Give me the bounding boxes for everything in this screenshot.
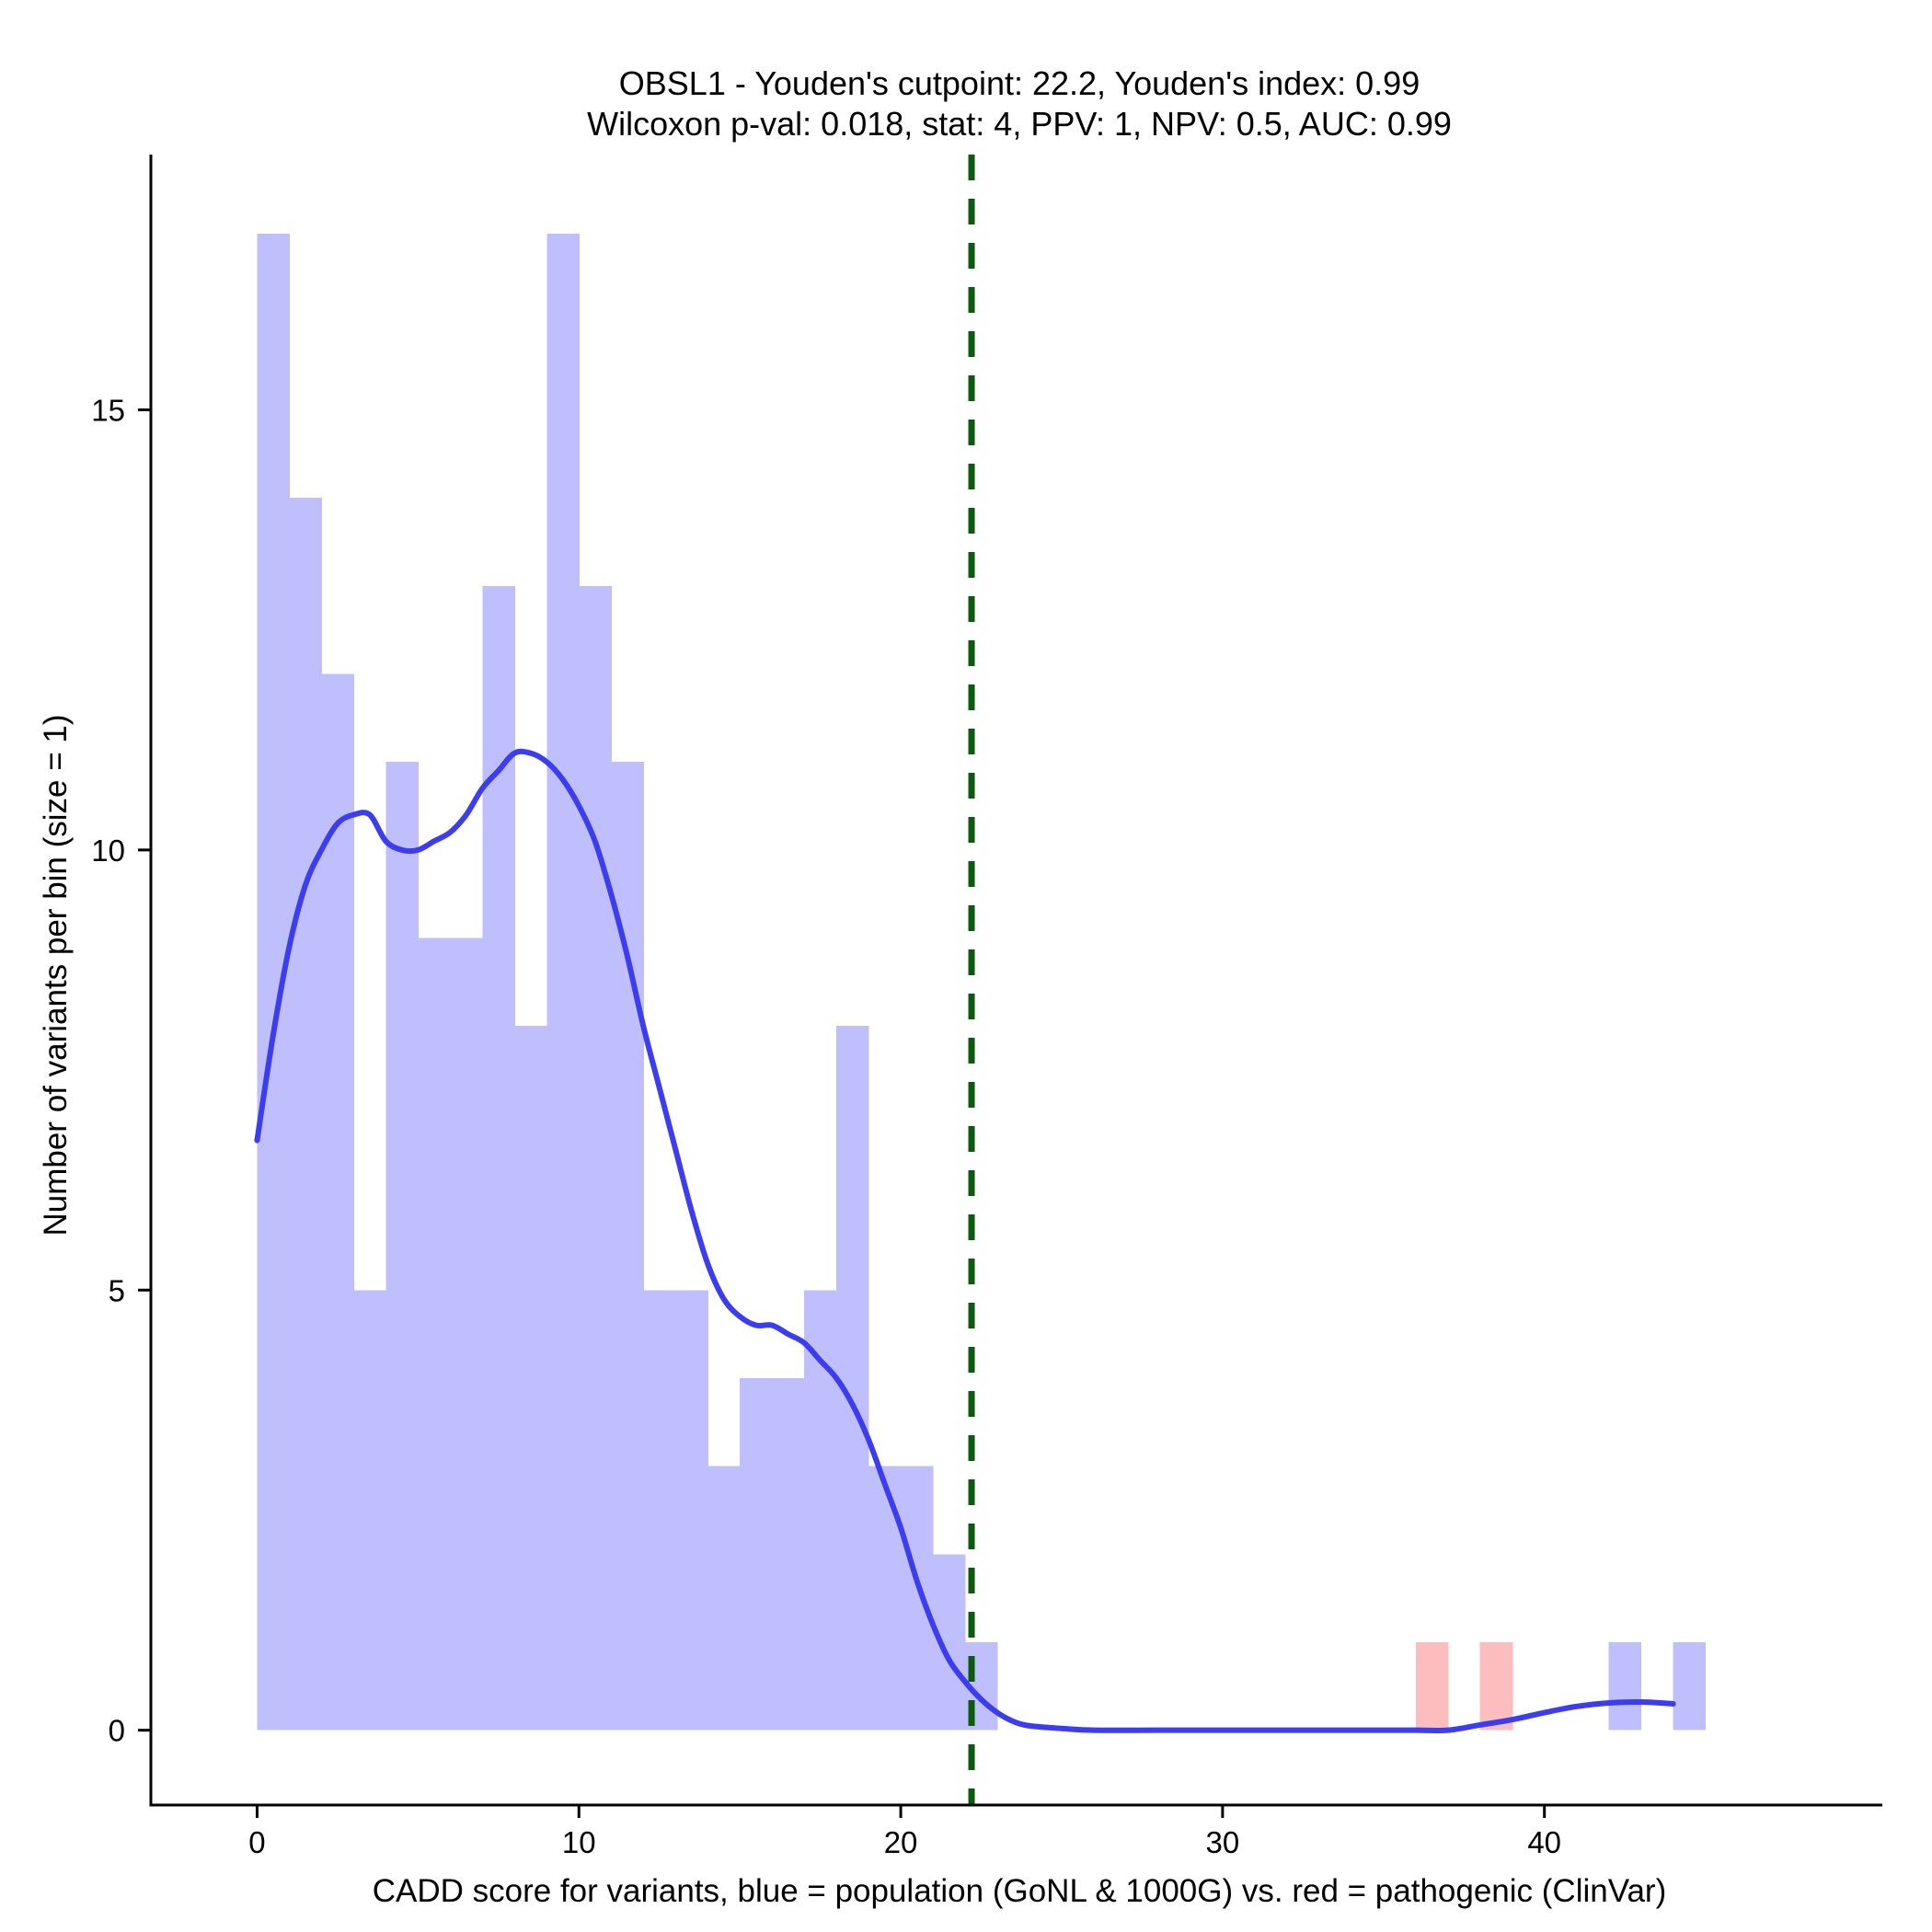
histogram-bars <box>257 234 1707 1731</box>
population-bar-20 <box>901 1466 934 1731</box>
population-bar-42 <box>1608 1641 1642 1731</box>
population-bar-1 <box>289 498 322 1731</box>
y-tick-label-5: 5 <box>109 1273 125 1307</box>
y-tick-label-15: 15 <box>91 393 125 427</box>
x-tick-label-40: 40 <box>1527 1825 1561 1859</box>
population-bar-44 <box>1673 1641 1707 1731</box>
population-bar-6 <box>450 937 483 1731</box>
chart-title-line1: OBSL1 - Youden's cutpoint: 22.2, Youden'… <box>619 64 1420 102</box>
population-bar-10 <box>579 585 612 1731</box>
axes: 0 10 20 30 40 0 5 10 15 <box>91 155 1882 1859</box>
population-bar-17 <box>804 1290 837 1731</box>
population-bar-4 <box>385 762 419 1731</box>
population-bar-16 <box>772 1377 805 1731</box>
density-curve <box>254 748 1676 1734</box>
x-tick-label-20: 20 <box>884 1825 918 1859</box>
y-tick-label-10: 10 <box>91 834 125 868</box>
population-bar-12 <box>643 1290 676 1731</box>
population-bar-2 <box>321 673 354 1731</box>
density-curve-layer <box>254 748 1676 1734</box>
population-bar-13 <box>675 1290 708 1731</box>
y-axis-label: Number of variants per bin (size = 1) <box>38 714 74 1236</box>
population-bar-14 <box>707 1466 741 1731</box>
population-bar-18 <box>836 1026 869 1731</box>
y-tick-label-0: 0 <box>109 1714 125 1748</box>
population-bar-19 <box>868 1466 902 1731</box>
y-axis-ticks: 0 5 10 15 <box>91 393 151 1748</box>
population-bar-7 <box>482 585 515 1731</box>
population-bar-15 <box>740 1377 773 1731</box>
pathogenic-bar-38 <box>1479 1641 1513 1731</box>
population-bar-8 <box>514 1026 547 1731</box>
x-axis-label: CADD score for variants, blue = populati… <box>373 1873 1667 1909</box>
population-bar-5 <box>418 937 451 1731</box>
x-tick-label-0: 0 <box>248 1825 265 1859</box>
x-tick-label-30: 30 <box>1206 1825 1240 1859</box>
population-bar-3 <box>353 1290 386 1731</box>
pathogenic-bar-36 <box>1415 1641 1449 1731</box>
population-bar-9 <box>546 234 580 1731</box>
chart-title-line2: Wilcoxon p-val: 0.018, stat: 4, PPV: 1, … <box>587 105 1452 143</box>
x-tick-label-10: 10 <box>562 1825 596 1859</box>
x-axis-ticks: 0 10 20 30 40 <box>248 1805 1561 1859</box>
